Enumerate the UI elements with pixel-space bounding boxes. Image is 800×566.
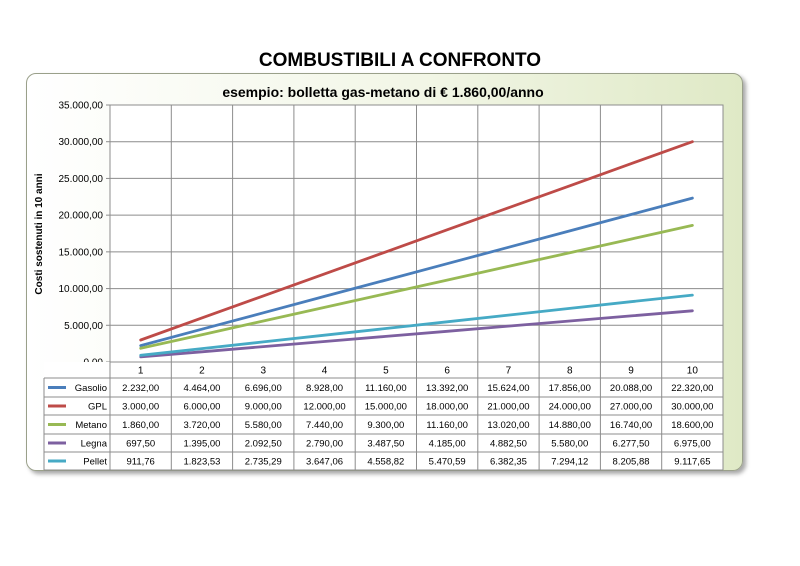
data-label: 5.580,00 [551,439,588,450]
series-line-gasolio [139,196,694,348]
data-label: 911,76 [126,457,154,468]
data-label: 1.860,00 [122,420,159,431]
data-label: 2.092,50 [245,439,282,450]
y-tick-label: 25.000,00 [59,174,104,185]
y-tick-label: 35.000,00 [59,101,104,112]
legend-label-gpl: GPL [88,402,107,413]
data-label: 3.720,00 [183,420,220,431]
data-label: 11.160,00 [365,383,407,394]
data-label: 3.487,50 [367,439,404,450]
series-line-metano [139,223,694,350]
data-label: 7.440,00 [306,420,343,431]
data-label: 5.580,00 [245,420,282,431]
data-label: 4.185,00 [429,439,466,450]
y-tick-label: 30.000,00 [59,137,104,148]
data-label: 9.117,65 [674,457,710,468]
x-category-label: 3 [260,366,266,377]
data-label: 22.320,00 [671,383,713,394]
x-category-label: 9 [628,366,634,377]
legend-label-pellet: Pellet [83,457,107,468]
data-label: 11.160,00 [426,420,468,431]
data-label: 30.000,00 [671,402,713,413]
legend-label-legna: Legna [81,439,108,450]
data-label: 4.464,00 [183,383,220,394]
data-label: 4.558,82 [367,457,404,468]
data-label: 9.000,00 [245,402,282,413]
data-label: 6.277,50 [613,439,650,450]
series-line-pellet [139,293,694,357]
data-label: 13.020,00 [487,420,529,431]
data-label: 8.205,88 [613,457,650,468]
x-category-label: 1 [138,366,144,377]
data-label: 1.823,53 [183,457,220,468]
data-label: 27.000,00 [610,402,652,413]
x-category-label: 4 [322,366,328,377]
plot-area: 0,005.000,0010.000,0015.000,0020.000,002… [59,101,724,369]
data-label: 2.232,00 [122,383,159,394]
series-line-legna [139,309,694,359]
data-label: 14.880,00 [549,420,591,431]
data-label: 2.790,00 [306,439,343,450]
series-line-gpl [139,140,694,342]
data-label: 4.882,50 [490,439,527,450]
data-label: 16.740,00 [610,420,652,431]
x-category-label: 10 [687,366,699,377]
data-label: 21.000,00 [487,402,529,413]
y-tick-label: 15.000,00 [59,247,104,258]
data-label: 13.392,00 [426,383,468,394]
legend-label-metano: Metano [75,420,107,431]
data-label: 7.294,12 [551,457,588,468]
x-category-label: 2 [199,366,205,377]
data-label: 17.856,00 [549,383,591,394]
data-label: 20.088,00 [610,383,652,394]
data-label: 3.000,00 [122,402,159,413]
y-axis-label: Costi sostenuti in 10 anni [34,173,45,294]
page-title: COMBUSTIBILI A CONFRONTO [258,50,542,71]
legend-label-gasolio: Gasolio [75,383,107,394]
data-label: 18.600,00 [671,420,713,431]
data-label: 2.735,29 [245,457,282,468]
data-label: 12.000,00 [303,402,345,413]
data-label: 18.000,00 [426,402,468,413]
chart-subtitle: esempio: bolletta gas-metano di € 1.860,… [222,84,543,100]
data-table: 1 2 3 4 5 6 7 8 9 10 Gasolio 2.232,00 4.464,00 6.696,… [43,361,724,471]
data-label: 8.928,00 [306,383,343,394]
y-tick-label: 20.000,00 [59,211,104,222]
data-label: 6.975,00 [674,439,711,450]
x-category-label: 6 [444,366,450,377]
data-label: 24.000,00 [549,402,591,413]
y-tick-label: 10.000,00 [59,284,104,295]
data-label: 3.647,06 [306,457,343,468]
y-tick-label: 5.000,00 [64,321,103,332]
data-label: 9.300,00 [367,420,404,431]
x-category-label: 8 [567,366,573,377]
data-label: 15.624,00 [487,383,529,394]
data-label: 6.696,00 [245,383,282,394]
data-label: 6.000,00 [183,402,220,413]
data-label: 6.382,35 [490,457,527,468]
data-label: 697,50 [126,439,155,450]
data-label: 5.470,59 [429,457,466,468]
data-label: 15.000,00 [365,402,407,413]
x-category-label: 7 [506,366,512,377]
data-label: 1.395,00 [183,439,220,450]
x-category-label: 5 [383,366,389,377]
